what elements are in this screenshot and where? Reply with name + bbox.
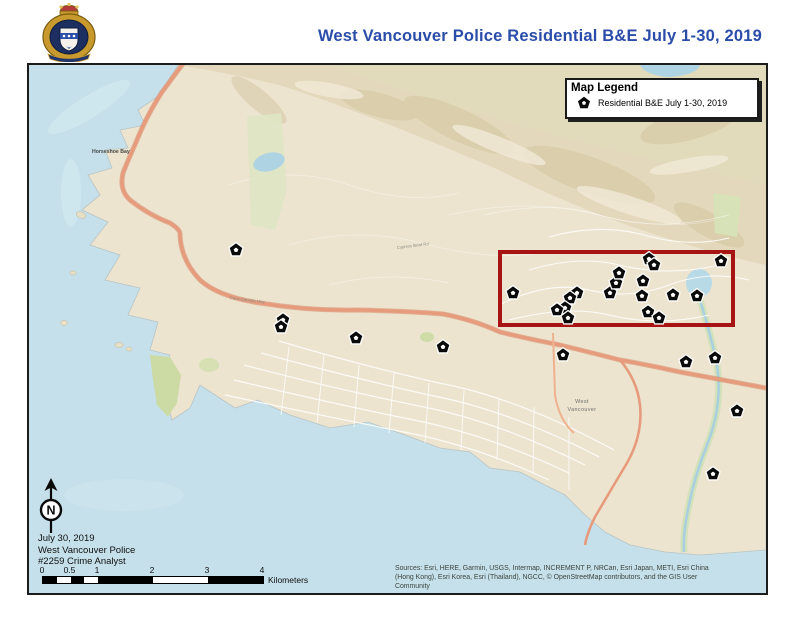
incident-marker	[273, 318, 289, 334]
legend-item: Residential B&E July 1-30, 2019	[577, 96, 757, 109]
scale-tick-label: 1	[94, 565, 100, 575]
map-legend: Map Legend Residential B&E July 1-30, 20…	[565, 78, 759, 119]
highway-layer	[119, 65, 766, 546]
scale-tick-label: 0	[39, 565, 45, 575]
islands	[60, 211, 133, 352]
incident-marker	[634, 287, 650, 303]
incident-marker	[678, 353, 694, 369]
incident-marker	[635, 272, 651, 288]
scale-tick-label: 0.5	[63, 565, 76, 575]
incident-marker	[646, 256, 662, 272]
incident-marker	[729, 402, 745, 418]
map-credits: July 30, 2019 West Vancouver Police #225…	[38, 533, 135, 568]
credit-agency: West Vancouver Police	[38, 544, 136, 556]
river-water	[682, 296, 720, 553]
scale-unit-label: Kilometers	[268, 575, 309, 585]
scale-tick-label: 3	[204, 565, 210, 575]
credit-analyst: #2259 Crime Analyst	[38, 556, 126, 567]
basemap: Horseshoe Bay Trans-Canada Hwy Cypress Bow…	[29, 65, 766, 593]
incident-marker	[665, 286, 681, 302]
incident-marker	[555, 346, 571, 362]
incident-marker	[689, 287, 705, 303]
street-grid	[224, 207, 750, 490]
police-crest-logo	[42, 2, 96, 62]
lakes	[253, 65, 712, 297]
scale-segment	[98, 577, 153, 583]
north-arrow-icon: N	[39, 478, 63, 533]
scale-bar: 0 0.5 1 2 3 4 Kilometers	[29, 565, 359, 591]
incident-marker	[228, 241, 244, 257]
page-title: West Vancouver Police Residential B&E Ju…	[317, 27, 763, 45]
sources-attribution: Sources: Esri, HERE, Garmin, USGS, Inter…	[395, 565, 709, 590]
highway-branch	[583, 359, 642, 546]
taylor-way	[552, 332, 575, 434]
incident-marker	[640, 303, 656, 319]
legend-title: Map Legend	[571, 82, 639, 94]
incident-markers-layer	[228, 241, 745, 481]
water-texture	[47, 79, 184, 511]
incident-marker	[611, 264, 627, 280]
incident-marker	[348, 329, 364, 345]
scale-segment	[56, 577, 71, 583]
scale-segment	[43, 577, 57, 583]
credit-date: July 30, 2019	[38, 533, 95, 544]
incident-marker	[713, 252, 729, 268]
place-labels-layer: Horseshoe Bay Trans-Canada Hwy Cypress Bow…	[92, 149, 596, 413]
place-label: Trans-Canada Hwy	[229, 295, 266, 304]
park-areas	[150, 113, 741, 417]
legend-item-label: Residential B&E July 1-30, 2019	[598, 97, 728, 108]
crest-banner	[47, 53, 91, 62]
incident-marker	[549, 301, 565, 317]
map-canvas: Horseshoe Bay Trans-Canada Hwy Cypress Bow…	[27, 63, 768, 595]
incident-marker	[435, 338, 451, 354]
crest-shield	[59, 27, 79, 52]
place-label: Cypress Bowl Rd	[397, 241, 430, 250]
house-pentagon-icon	[578, 96, 590, 109]
scale-tick-label: 2	[149, 565, 155, 575]
place-label: West	[575, 399, 589, 405]
scale-bar-segments	[42, 576, 264, 584]
scale-tick-label: 4	[259, 565, 265, 575]
north-label: N	[46, 504, 55, 518]
incident-marker	[560, 309, 576, 325]
scale-segment	[153, 577, 208, 583]
place-label: Vancouver	[568, 407, 597, 413]
incident-marker	[705, 465, 721, 481]
scale-segment	[70, 577, 85, 583]
incident-marker	[707, 349, 723, 365]
place-label: Horseshoe Bay	[92, 149, 130, 155]
incident-marker	[505, 284, 521, 300]
highlight-box	[498, 250, 735, 327]
scale-segment	[208, 577, 263, 583]
incident-marker	[651, 309, 667, 325]
scale-segment	[84, 577, 98, 583]
